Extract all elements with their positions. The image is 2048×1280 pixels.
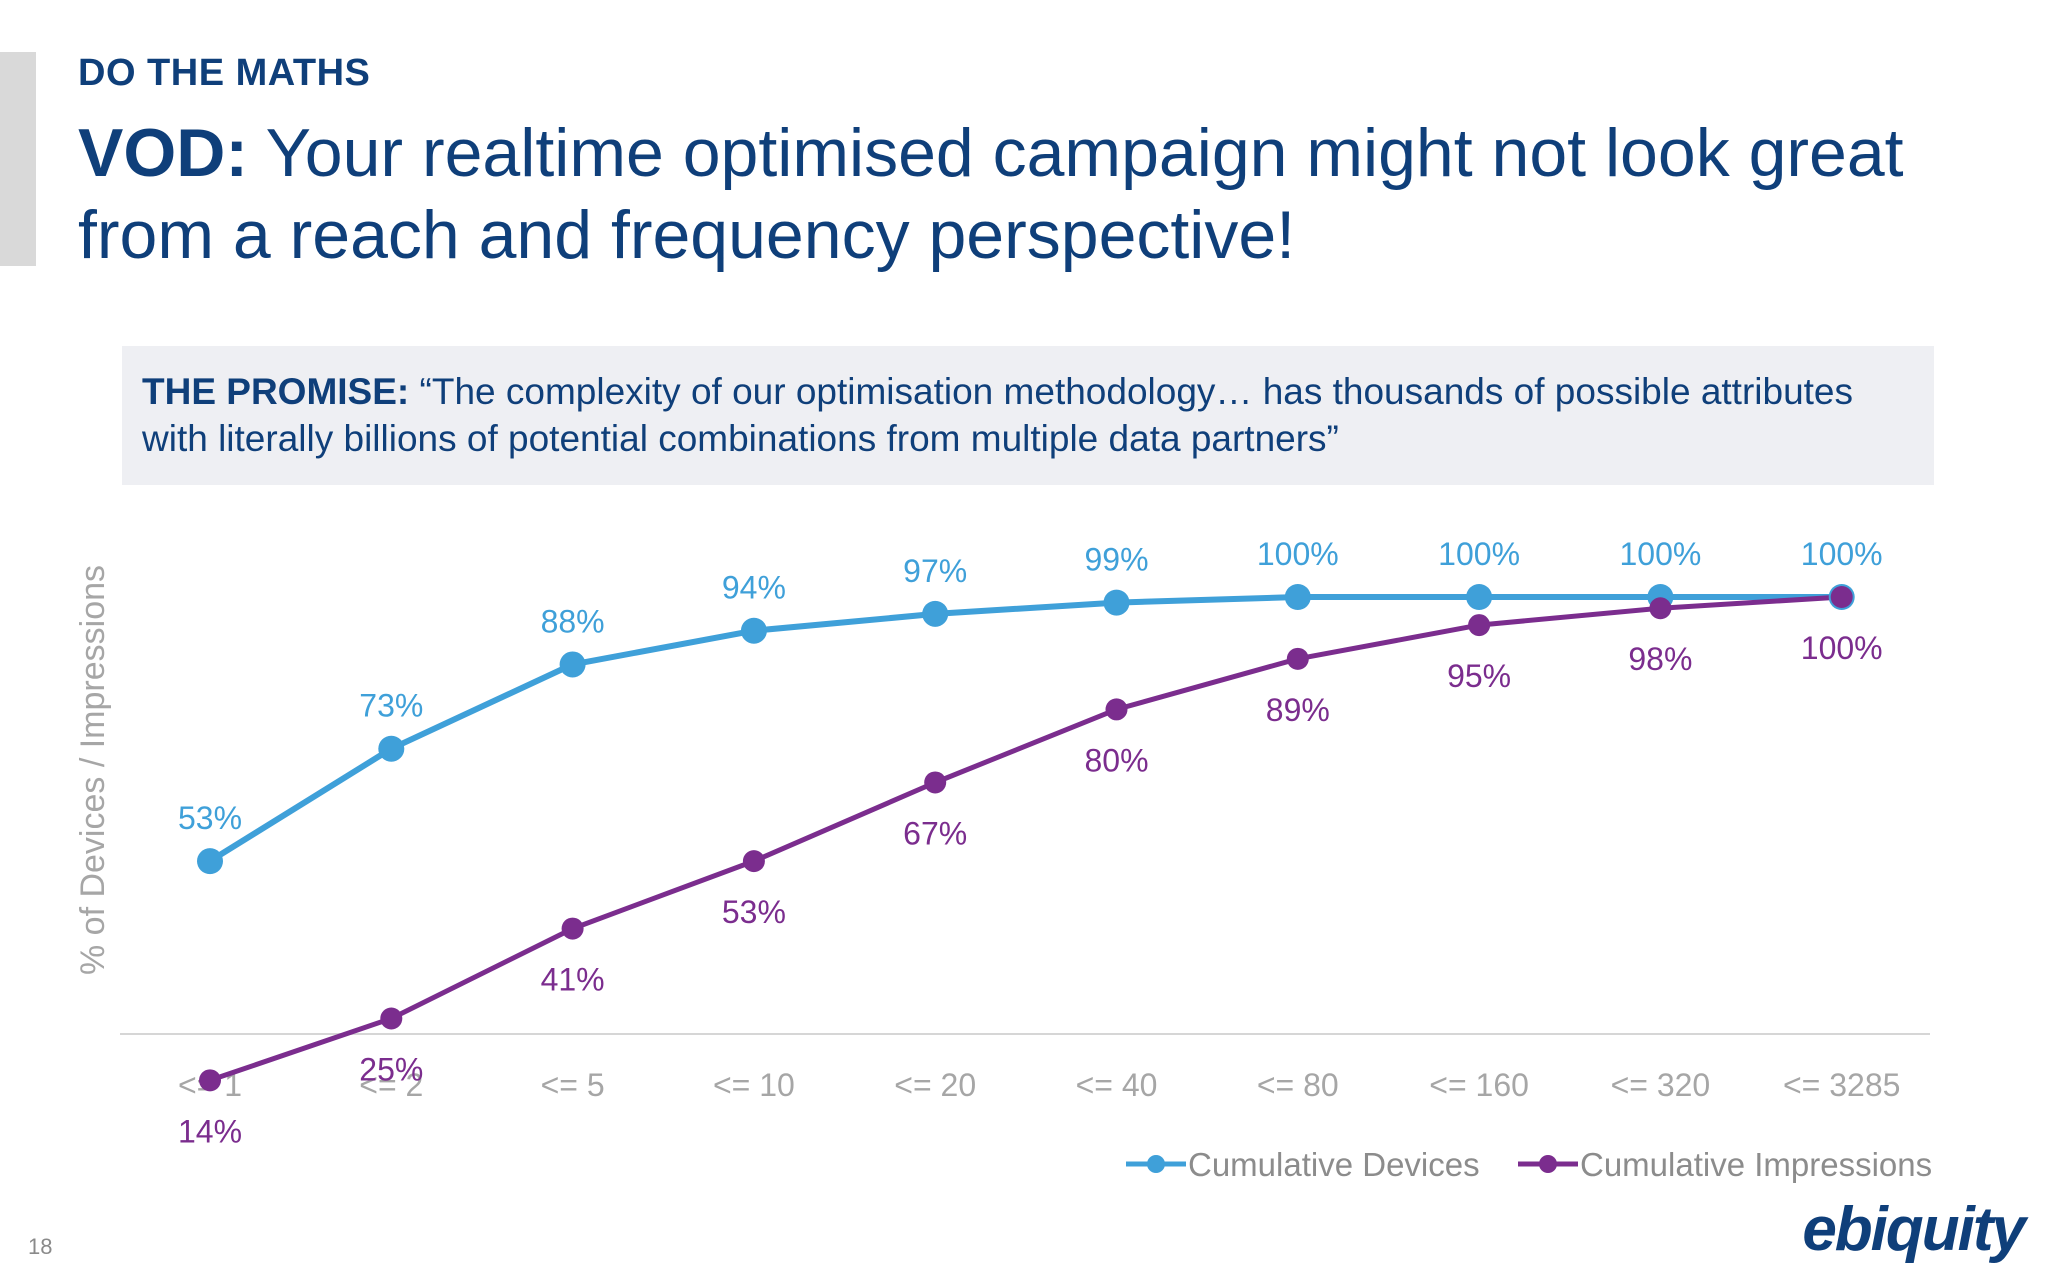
- slide-title-bold: VOD:: [78, 115, 248, 191]
- data-label-devices: 94%: [722, 570, 786, 606]
- slide-title: VOD: Your realtime optimised campaign mi…: [78, 112, 1958, 276]
- legend-swatch-marker: [1539, 1155, 1557, 1173]
- data-label-impressions: 67%: [903, 815, 967, 851]
- legend-label: Cumulative Devices: [1188, 1146, 1480, 1183]
- data-label-devices: 97%: [903, 553, 967, 589]
- data-point-devices: [559, 651, 586, 678]
- series-line-impressions: [209, 594, 1842, 1083]
- x-tick-label: <= 20: [894, 1067, 976, 1103]
- data-point-devices: [197, 848, 223, 875]
- x-tick-label: <= 80: [1257, 1067, 1339, 1103]
- data-point-impressions: [742, 850, 765, 873]
- x-tick-label: <= 3285: [1783, 1067, 1900, 1103]
- x-tick-label: <= 320: [1611, 1067, 1711, 1103]
- data-label-impressions: 89%: [1266, 692, 1330, 728]
- x-tick-label: <= 2: [359, 1067, 423, 1103]
- promise-callout: THE PROMISE: “The complexity of our opti…: [122, 346, 1934, 485]
- data-label-devices: 100%: [1619, 536, 1701, 572]
- data-point-devices: [1466, 584, 1493, 610]
- data-label-impressions: 53%: [722, 894, 786, 930]
- data-label-devices: 88%: [541, 603, 605, 639]
- data-point-devices: [740, 617, 767, 644]
- legend-swatch-marker: [1147, 1155, 1165, 1173]
- x-tick-label: <= 160: [1429, 1067, 1529, 1103]
- data-point-impressions: [1649, 597, 1672, 620]
- series-line-devices: [208, 594, 1842, 864]
- section-kicker: DO THE MATHS: [78, 52, 371, 94]
- promise-label: THE PROMISE:: [142, 371, 410, 412]
- data-label-devices: 99%: [1084, 542, 1148, 578]
- x-tick-label: <= 10: [713, 1067, 795, 1103]
- data-point-impressions: [1468, 614, 1491, 637]
- data-point-impressions: [380, 1007, 403, 1030]
- data-point-devices: [922, 600, 949, 627]
- data-label-impressions: 14%: [178, 1113, 242, 1149]
- data-point-devices: [378, 735, 405, 762]
- data-point-impressions: [199, 1069, 221, 1092]
- data-point-impressions: [1105, 698, 1128, 721]
- data-point-impressions: [1830, 586, 1853, 608]
- data-label-impressions: 41%: [541, 962, 605, 998]
- data-label-impressions: 95%: [1447, 658, 1511, 694]
- side-accent-bar: [0, 52, 36, 266]
- ebiquity-logo: ebiquity: [1802, 1195, 2026, 1264]
- data-label-impressions: 100%: [1801, 630, 1883, 666]
- data-label-impressions: 80%: [1084, 742, 1148, 778]
- data-label-impressions: 25%: [359, 1052, 423, 1088]
- promise-quote: “The complexity of our optimisation meth…: [142, 371, 1854, 459]
- data-label-devices: 100%: [1257, 536, 1339, 572]
- data-point-devices: [1103, 589, 1130, 616]
- data-label-devices: 100%: [1801, 536, 1883, 572]
- data-label-devices: 53%: [178, 800, 242, 836]
- legend-label: Cumulative Impressions: [1580, 1146, 1932, 1183]
- data-label-devices: 73%: [359, 688, 423, 724]
- y-axis-label: % of Devices / Impressions: [74, 565, 112, 975]
- data-point-impressions: [561, 917, 584, 940]
- data-label-devices: 100%: [1438, 536, 1520, 572]
- data-point-devices: [1284, 584, 1311, 610]
- data-point-impressions: [1286, 647, 1309, 670]
- data-label-impressions: 98%: [1628, 641, 1692, 677]
- x-tick-label: <= 5: [541, 1067, 605, 1103]
- x-tick-label: <= 40: [1076, 1067, 1158, 1103]
- data-point-impressions: [924, 771, 947, 794]
- page-number: 18: [28, 1234, 53, 1259]
- slide-title-rest: Your realtime optimised campaign might n…: [78, 115, 1904, 273]
